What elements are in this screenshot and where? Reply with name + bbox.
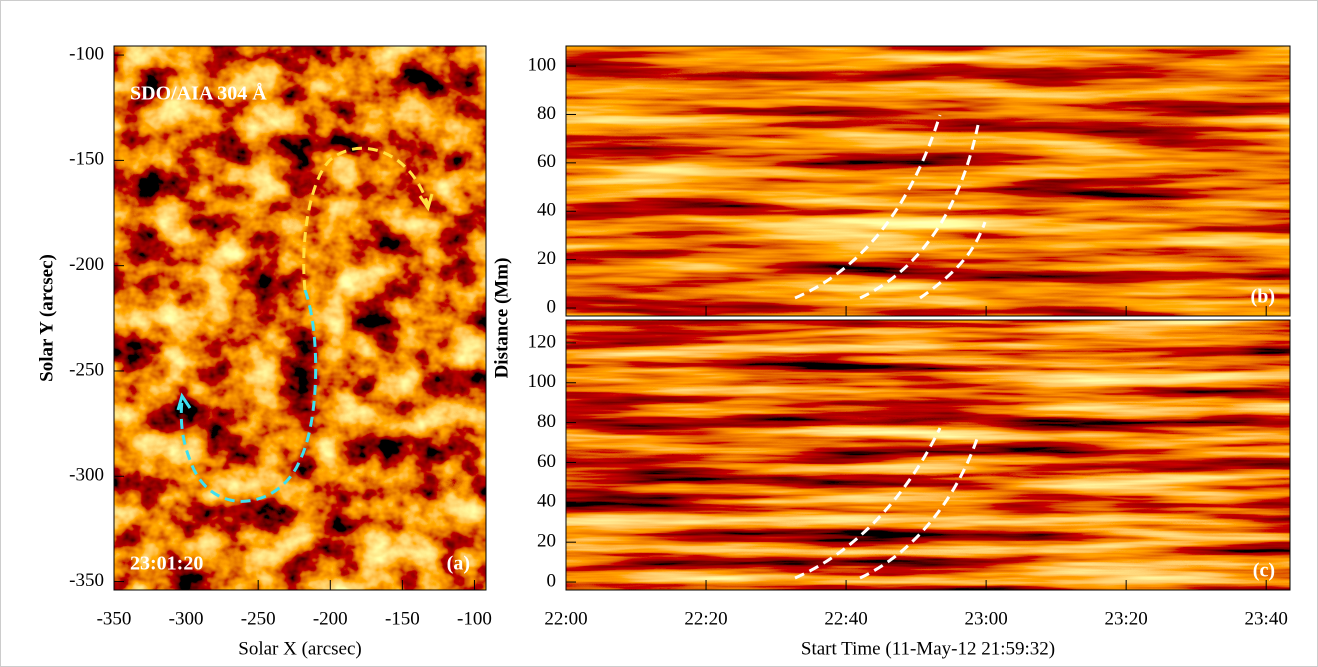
image-c xyxy=(566,320,1290,590)
y-tick-label: 60 xyxy=(537,451,556,472)
annotation: (b) xyxy=(1251,286,1275,308)
frame xyxy=(565,45,1291,317)
annotation: (a) xyxy=(447,553,470,575)
x-tick-label: 22:00 xyxy=(544,608,587,629)
x-axis-label: Start Time (11-May-12 21:59:32) xyxy=(801,638,1055,659)
yellow-arrow xyxy=(302,146,430,291)
y-tick-label: 40 xyxy=(537,491,556,512)
x-tick-label: -350 xyxy=(97,608,132,629)
x-tick-label: -150 xyxy=(385,608,420,629)
annotation: (c) xyxy=(1253,560,1275,582)
y-axis-label: Solar Y (arcsec) xyxy=(36,254,57,382)
x-tick-label: 23:40 xyxy=(1245,608,1288,629)
y-tick-label: 0 xyxy=(547,570,557,591)
y-tick-label: -150 xyxy=(69,149,104,170)
y-tick-label: -250 xyxy=(69,359,104,380)
y-tick-label: 100 xyxy=(528,371,557,392)
arrows xyxy=(176,114,987,580)
image-b xyxy=(566,46,1290,316)
y-tick-label: -350 xyxy=(69,570,104,591)
y-tick-label: 60 xyxy=(537,151,556,172)
y-tick-label: -300 xyxy=(69,465,104,486)
y-tick-label: 20 xyxy=(537,248,556,269)
x-tick-label: -100 xyxy=(457,608,492,629)
yellow-arrowhead xyxy=(418,193,434,212)
cyan-arrow xyxy=(179,289,318,503)
y-tick-label: 80 xyxy=(537,411,556,432)
y-tick-label: 120 xyxy=(528,331,557,352)
y-axis-label: Distance (Mm) xyxy=(491,258,512,379)
x-tick-label: 23:00 xyxy=(964,608,1007,629)
image-a xyxy=(114,46,486,590)
x-tick-label: -250 xyxy=(241,608,276,629)
y-tick-label: 40 xyxy=(537,200,556,221)
x-tick-label: -200 xyxy=(313,608,348,629)
y-tick-label: -200 xyxy=(69,254,104,275)
cyan-arrowhead xyxy=(176,392,192,411)
frame xyxy=(113,45,487,591)
frame xyxy=(565,319,1291,591)
y-tick-label: -100 xyxy=(69,43,104,64)
annotation: 23:01:20 xyxy=(130,553,203,575)
x-tick-label: 22:20 xyxy=(684,608,727,629)
x-tick-label: 22:40 xyxy=(824,608,867,629)
y-tick-label: 0 xyxy=(547,296,557,317)
b-tracks xyxy=(794,114,987,580)
y-tick-label: 100 xyxy=(528,54,557,75)
annotation: SDO/AIA 304 Å xyxy=(130,82,267,105)
x-tick-label: -300 xyxy=(169,608,204,629)
y-tick-label: 80 xyxy=(537,103,556,124)
y-tick-label: 20 xyxy=(537,531,556,552)
x-tick-label: 23:20 xyxy=(1105,608,1148,629)
x-axis-label: Solar X (arcsec) xyxy=(238,638,361,659)
